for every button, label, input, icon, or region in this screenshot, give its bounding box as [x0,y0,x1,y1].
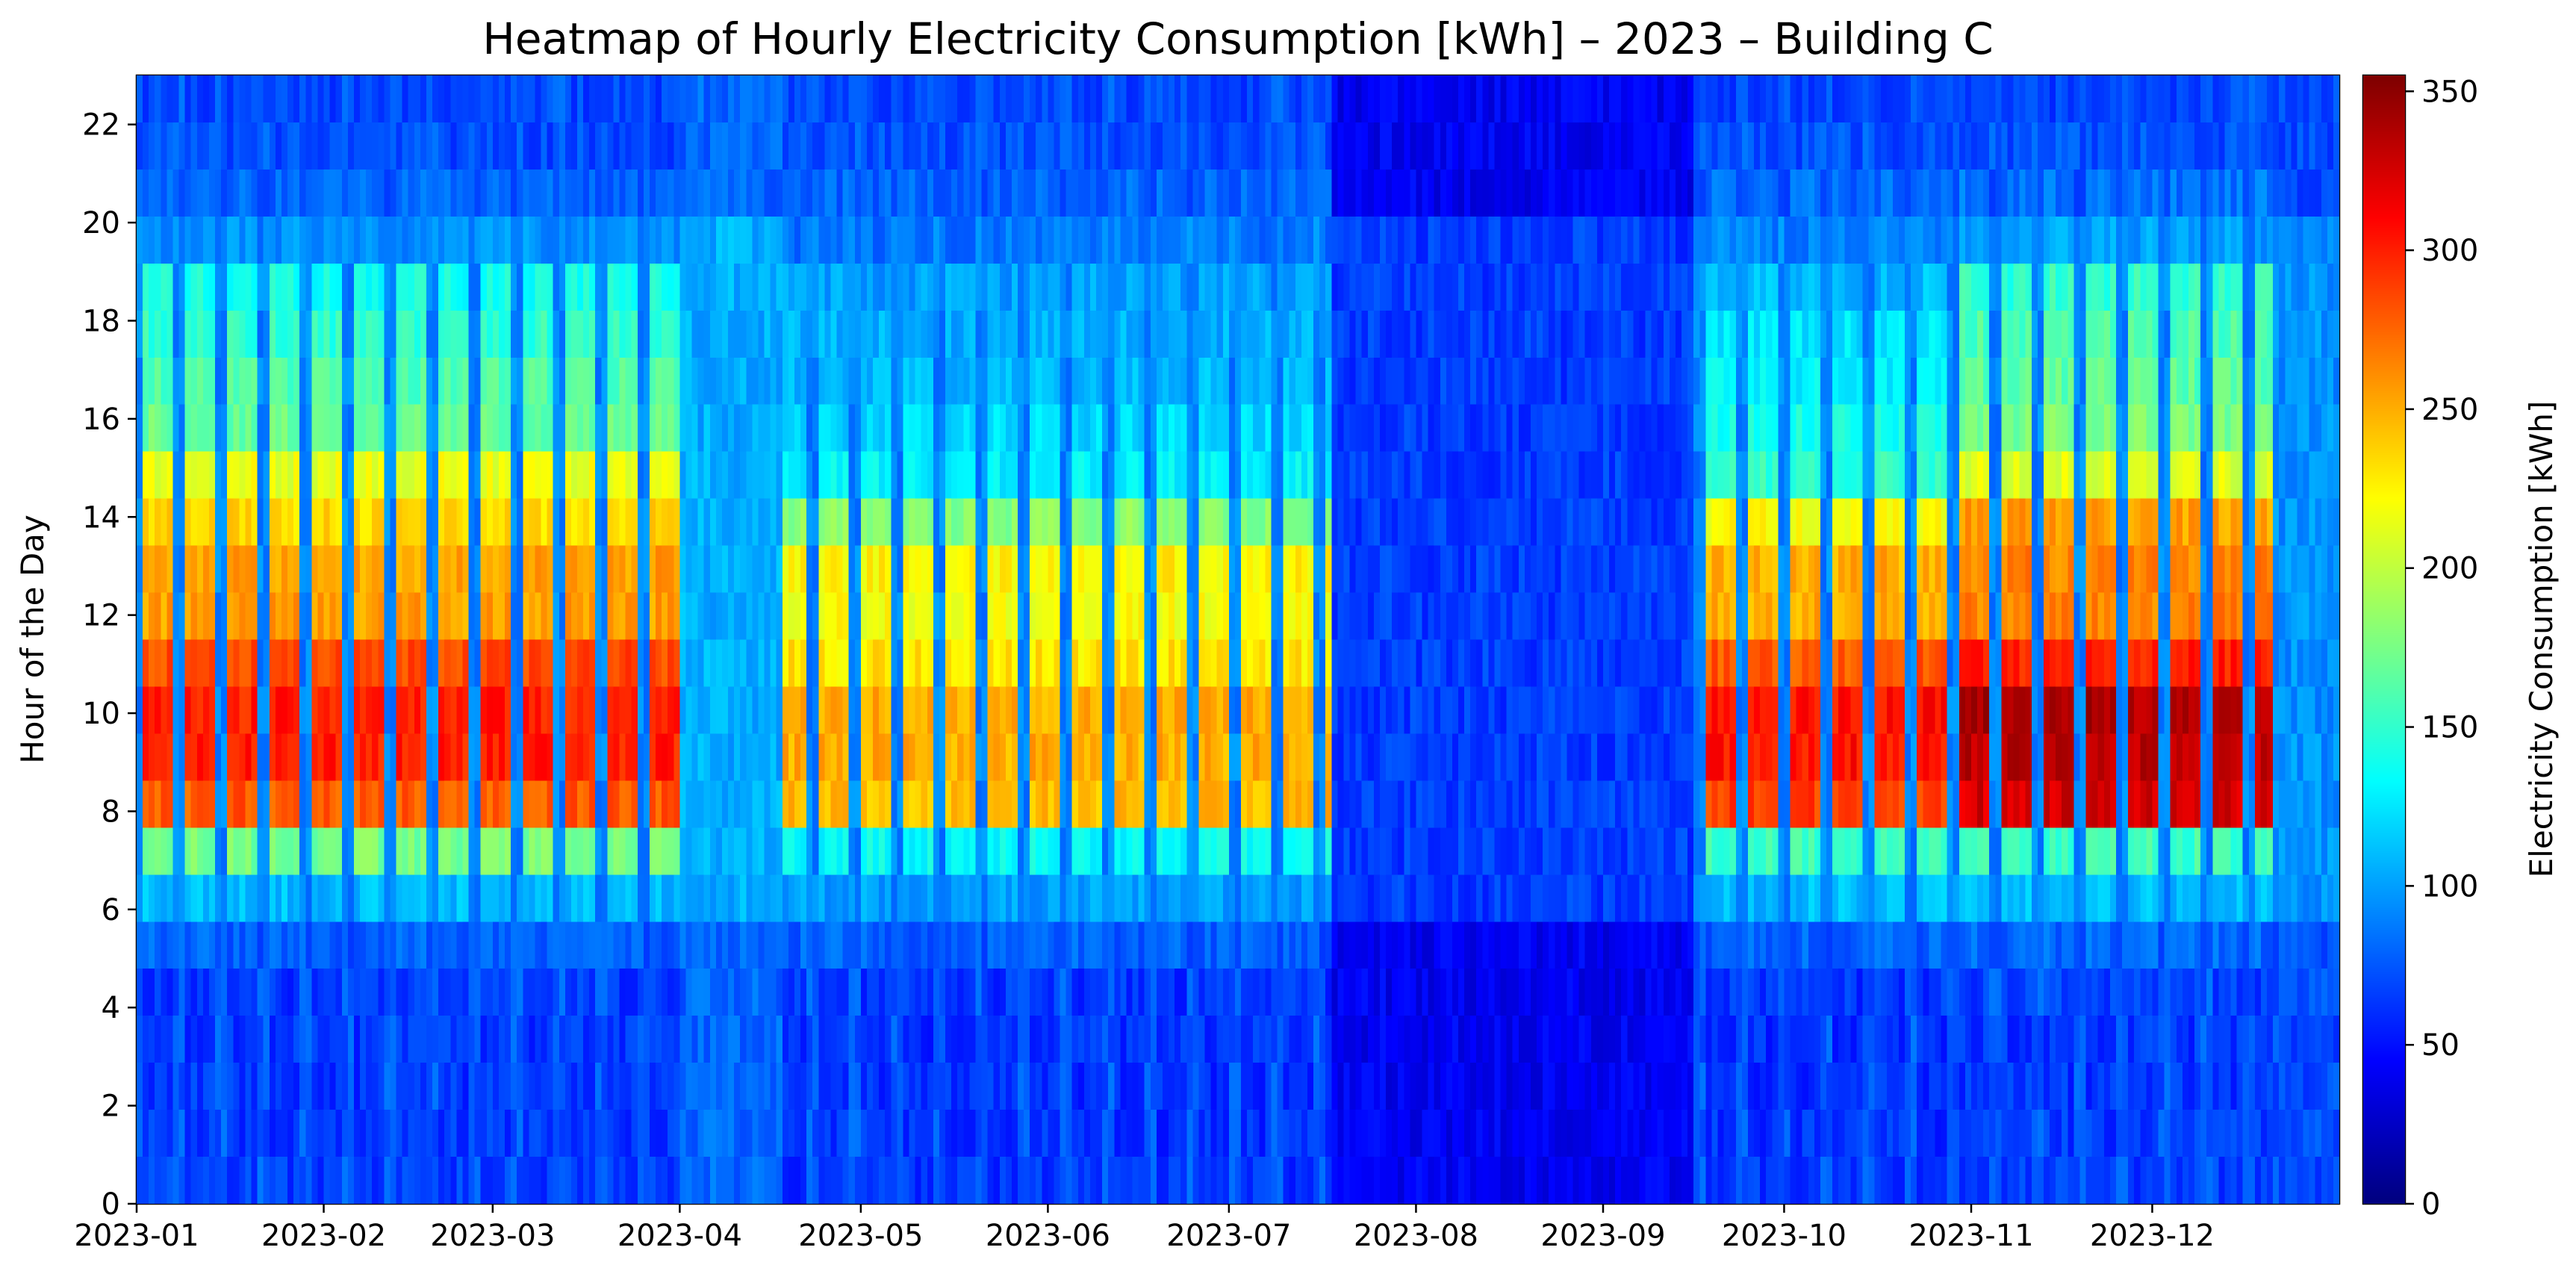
y-tick-label: 8 [102,795,120,829]
colorbar-tick-label: 350 [2421,75,2478,109]
y-axis: 0 2 4 6 8 10 12 14 16 18 20 22 [82,108,137,1222]
y-tick-label: 20 [82,206,120,240]
y-tick-label: 14 [82,500,120,535]
colorbar-gradient [2363,75,2405,1204]
y-tick-label: 0 [102,1187,120,1222]
x-tick-label: 2023-10 [1722,1219,1847,1253]
x-axis: 2023-01 2023-02 2023-03 2023-04 2023-05 2023-… [74,1204,2215,1253]
x-tick-label: 2023-07 [1166,1219,1291,1253]
colorbar-label: Electricity Consumption [kWh] [2523,401,2560,878]
x-tick-label: 2023-04 [617,1219,742,1253]
x-tick-label: 2023-01 [74,1219,199,1253]
x-tick-label: 2023-12 [2090,1219,2215,1253]
y-tick-label: 22 [82,108,120,143]
y-tick-label: 10 [82,697,120,731]
colorbar-tick-label: 150 [2421,711,2478,745]
y-tick-label: 16 [82,402,120,437]
chart-title: Heatmap of Hourly Electricity Consumptio… [482,13,1993,64]
y-tick-label: 18 [82,304,120,338]
y-tick-label: 4 [102,991,120,1025]
y-tick-label: 2 [102,1090,120,1124]
x-tick-label: 2023-05 [798,1219,923,1253]
colorbar-tick-label: 300 [2421,234,2478,268]
x-tick-label: 2023-09 [1540,1219,1665,1253]
colorbar-axis: 0 50 100 150 200 250 300 350 [2405,75,2478,1222]
colorbar-tick-label: 0 [2421,1187,2440,1222]
colorbar-tick-label: 200 [2421,552,2478,586]
y-tick-label: 6 [102,893,120,927]
x-tick-label: 2023-11 [1908,1219,2033,1253]
colorbar-tick-label: 50 [2421,1028,2460,1063]
x-tick-label: 2023-02 [261,1219,386,1253]
y-axis-label: Hour of the Day [14,515,51,764]
y-tick-label: 12 [82,599,120,633]
colorbar-tick-label: 250 [2421,393,2478,427]
heatmap-cells [137,75,2339,1204]
x-tick-label: 2023-08 [1354,1219,1478,1253]
colorbar-tick-label: 100 [2421,869,2478,904]
x-tick-label: 2023-03 [430,1219,555,1253]
x-tick-label: 2023-06 [986,1219,1110,1253]
